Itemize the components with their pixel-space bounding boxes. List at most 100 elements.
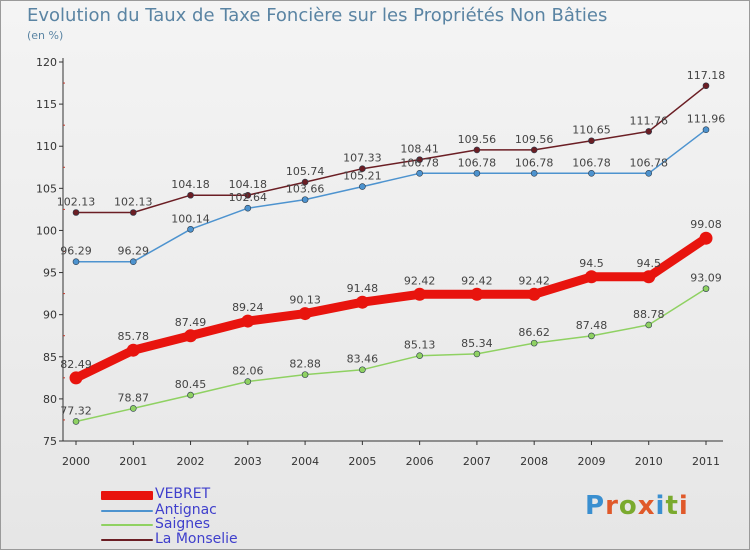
- y-tick-label: 90: [43, 309, 57, 322]
- data-point-saignes: [187, 391, 194, 399]
- data-point-la-monselie: [588, 137, 595, 145]
- data-point-saignes: [359, 366, 366, 374]
- data-label-vebret: 82.49: [60, 358, 92, 371]
- y-tick-label: 110: [36, 140, 57, 153]
- data-label-vebret: 94.5: [636, 257, 661, 270]
- data-point-antignac: [359, 183, 366, 190]
- x-tick-label: 2002: [177, 455, 205, 468]
- data-label-vebret: 99.08: [690, 218, 722, 231]
- data-point-vebret: [69, 371, 83, 385]
- data-label-antignac: 106.78: [629, 156, 668, 169]
- data-point-saignes: [301, 371, 309, 378]
- data-label-vebret: 92.42: [404, 274, 436, 287]
- data-point-vebret: [355, 295, 369, 309]
- data-label-antignac: 96.29: [60, 245, 92, 258]
- data-label-la-monselie: 102.13: [114, 196, 153, 209]
- series-line-saignes: [75, 287, 707, 423]
- y-tick-label: 115: [36, 98, 57, 111]
- data-label-saignes: 87.48: [576, 319, 608, 332]
- data-label-vebret: 85.78: [118, 330, 150, 343]
- y-tick-label: 105: [36, 182, 57, 195]
- data-label-saignes: 83.46: [347, 353, 379, 366]
- data-label-antignac: 111.96: [687, 113, 726, 126]
- series-line-antignac: [75, 128, 707, 263]
- data-label-la-monselie: 109.56: [458, 133, 497, 146]
- data-point-antignac: [301, 196, 309, 203]
- data-label-la-monselie: 105.74: [286, 165, 325, 178]
- series-line-la-monselie: [75, 85, 707, 214]
- data-point-saignes: [702, 285, 710, 292]
- y-tick-label: 100: [36, 224, 57, 237]
- data-label-vebret: 94.5: [579, 257, 604, 270]
- data-label-saignes: 82.88: [289, 358, 321, 371]
- data-label-saignes: 86.62: [518, 326, 550, 339]
- data-label-antignac: 106.78: [515, 156, 554, 169]
- data-point-la-monselie: [359, 165, 366, 173]
- data-point-vebret: [241, 314, 255, 328]
- y-tick-label: 120: [36, 56, 57, 69]
- data-point-vebret: [470, 287, 484, 301]
- data-point-la-monselie: [645, 128, 653, 135]
- data-point-vebret: [298, 307, 312, 321]
- legend-label-antignac: Antignac: [155, 502, 217, 518]
- data-label-vebret: 91.48: [347, 282, 379, 295]
- data-label-la-monselie: 111.76: [629, 114, 668, 127]
- proxiti-logo: Proxiti: [585, 491, 689, 521]
- data-point-saignes: [72, 418, 80, 425]
- x-tick-label: 2001: [119, 455, 147, 468]
- y-tick-label: 80: [43, 393, 57, 406]
- data-point-vebret: [184, 329, 198, 343]
- data-label-la-monselie: 104.18: [171, 178, 210, 191]
- x-tick-label: 2009: [577, 455, 605, 468]
- x-tick-label: 2004: [291, 455, 319, 468]
- x-tick-label: 2010: [635, 455, 663, 468]
- data-label-saignes: 78.87: [118, 391, 150, 404]
- y-tick-label: 85: [43, 351, 57, 364]
- data-point-saignes: [416, 352, 423, 359]
- x-tick-label: 2006: [406, 455, 434, 468]
- data-label-saignes: 85.13: [404, 339, 436, 352]
- data-point-vebret: [413, 287, 427, 301]
- data-point-saignes: [530, 339, 538, 347]
- data-point-saignes: [244, 378, 252, 385]
- data-label-saignes: 80.45: [175, 378, 207, 391]
- data-label-antignac: 103.66: [286, 183, 325, 196]
- series-line-vebret: [71, 233, 711, 383]
- data-label-vebret: 92.42: [518, 274, 550, 287]
- data-label-saignes: 88.78: [633, 308, 665, 321]
- data-point-antignac: [530, 170, 538, 177]
- data-point-antignac: [645, 170, 653, 177]
- x-tick-label: 2011: [692, 455, 720, 468]
- data-point-la-monselie: [416, 156, 423, 163]
- data-label-antignac: 96.29: [118, 245, 150, 258]
- x-tick-label: 2005: [348, 455, 376, 468]
- data-label-vebret: 90.13: [289, 294, 321, 307]
- data-label-antignac: 106.78: [400, 156, 439, 169]
- chart-title: Evolution du Taux de Taxe Foncière sur l…: [27, 5, 608, 26]
- data-point-la-monselie: [72, 209, 80, 216]
- data-point-saignes: [129, 405, 137, 412]
- legend-label-la-monselie: La Monselie: [155, 531, 238, 547]
- data-point-antignac: [416, 170, 423, 177]
- data-point-antignac: [72, 258, 80, 265]
- data-point-antignac: [473, 170, 481, 177]
- x-tick-label: 2003: [234, 455, 262, 468]
- legend-label-saignes: Saignes: [155, 516, 211, 532]
- legend-swatch-saignes: [101, 524, 153, 526]
- data-label-antignac: 100.14: [171, 212, 210, 225]
- data-point-vebret: [126, 343, 140, 357]
- data-point-vebret: [584, 270, 598, 284]
- data-label-saignes: 77.32: [60, 404, 92, 417]
- data-point-vebret: [527, 287, 541, 301]
- x-tick-label: 2007: [463, 455, 491, 468]
- legend-swatch-antignac: [101, 510, 153, 512]
- data-label-saignes: 82.06: [232, 365, 264, 378]
- y-tick-label: 75: [43, 435, 57, 448]
- data-label-saignes: 93.09: [690, 272, 722, 285]
- data-label-la-monselie: 110.65: [572, 124, 611, 137]
- data-label-antignac: 106.78: [458, 156, 497, 169]
- data-point-vebret: [642, 270, 656, 284]
- data-label-antignac: 106.78: [572, 156, 611, 169]
